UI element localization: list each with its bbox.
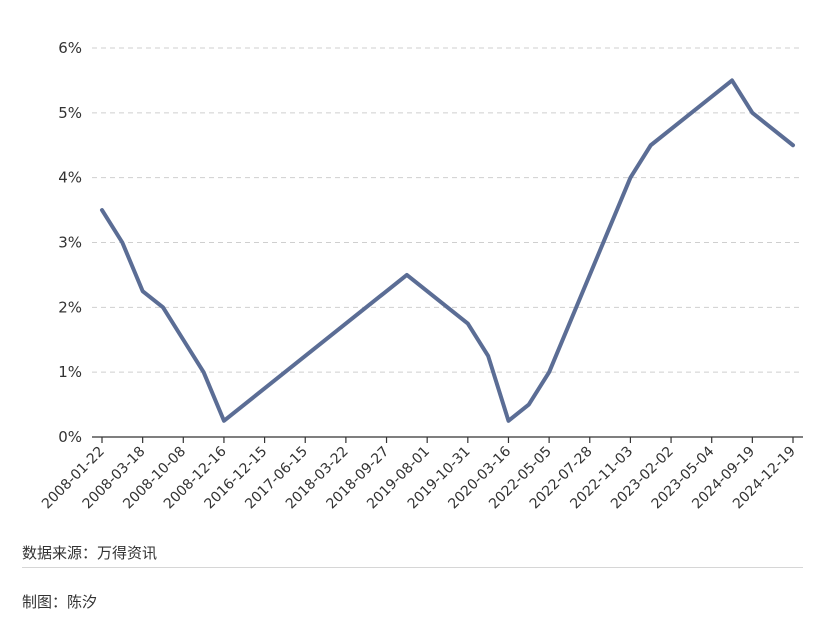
line-chart: 0% 1% 2% 3% 4% 5% 6% 2008-01-222008-03-182008-… <box>39 39 803 512</box>
y-tick-label: 6% <box>58 39 82 57</box>
y-tick-label: 4% <box>58 169 82 187</box>
divider <box>22 567 803 568</box>
gridlines <box>92 47 803 373</box>
y-axis-ticks: 0% 1% 2% 3% 4% 5% 6% <box>58 39 82 446</box>
x-axis-ticks: 2008-01-222008-03-182008-10-082008-12-16… <box>39 437 799 512</box>
y-tick-label: 3% <box>58 234 82 252</box>
chart-credit: 制图：陈汐 <box>22 593 98 611</box>
y-tick-label: 0% <box>58 428 82 446</box>
data-source-note: 数据来源：万得资讯 <box>22 544 158 562</box>
y-tick-label: 2% <box>58 298 82 316</box>
y-tick-label: 1% <box>58 363 82 381</box>
y-tick-label: 5% <box>58 104 82 122</box>
series-line <box>100 78 795 423</box>
